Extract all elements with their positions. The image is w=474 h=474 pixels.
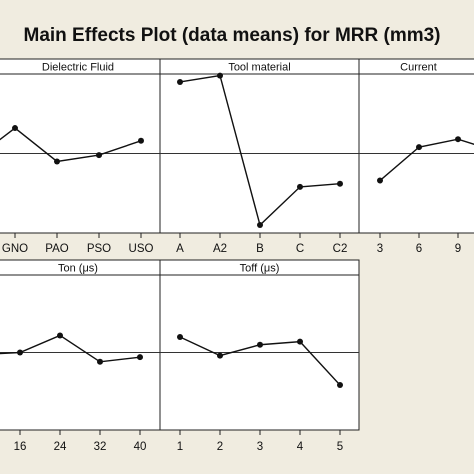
tick-label-toff-s-2: 2 bbox=[217, 441, 223, 453]
data-point-ton-s-24 bbox=[57, 332, 63, 339]
tick-label-toff-s-5: 5 bbox=[337, 441, 343, 453]
data-point-tool-material-a bbox=[177, 78, 183, 85]
data-point-tool-material-c2 bbox=[337, 180, 343, 187]
data-point-toff-s-5 bbox=[337, 382, 343, 389]
tick-label-current-9: 9 bbox=[455, 243, 461, 255]
data-point-current-9 bbox=[455, 136, 461, 143]
chart-title: Main Effects Plot (data means) for MRR (… bbox=[24, 25, 441, 46]
tick-label-tool-material-c2: C2 bbox=[333, 243, 348, 255]
tick-label-toff-s-3: 3 bbox=[257, 441, 263, 453]
tick-label-ton-s-32: 32 bbox=[94, 441, 107, 453]
tick-label-tool-material-c: C bbox=[296, 243, 304, 255]
data-point-tool-material-b bbox=[257, 222, 263, 229]
data-point-tool-material-c bbox=[297, 183, 303, 190]
panel-label-tool-material: Tool material bbox=[228, 62, 290, 74]
data-point-current-6 bbox=[416, 144, 422, 151]
data-point-current-3 bbox=[377, 177, 383, 184]
series-line-current bbox=[379, 138, 474, 182]
tick-label-ton-s-16: 16 bbox=[14, 441, 27, 453]
tick-label-ton-s-24: 24 bbox=[54, 441, 67, 453]
tick-label-tool-material-a: A bbox=[176, 243, 184, 255]
data-point-toff-s-2 bbox=[217, 352, 223, 359]
data-point-dielectric-fluid-uso bbox=[138, 137, 144, 144]
data-point-toff-s-3 bbox=[257, 341, 263, 348]
data-point-tool-material-a2 bbox=[217, 72, 223, 79]
data-point-ton-s-16 bbox=[17, 349, 23, 356]
panel-label-current: Current bbox=[400, 62, 437, 74]
tick-label-dielectric-fluid-pso: PSO bbox=[87, 243, 111, 255]
data-point-ton-s-40 bbox=[137, 354, 143, 361]
panel-label-ton-s: Ton (μs) bbox=[58, 263, 98, 275]
tick-label-current-3: 3 bbox=[377, 243, 383, 255]
tick-label-dielectric-fluid-gno: GNO bbox=[2, 243, 28, 255]
tick-label-dielectric-fluid-uso: USO bbox=[129, 243, 154, 255]
data-point-ton-s-32 bbox=[97, 358, 103, 365]
tick-label-toff-s-4: 4 bbox=[297, 441, 304, 453]
data-point-dielectric-fluid-pao bbox=[54, 158, 60, 165]
data-point-dielectric-fluid-gno bbox=[12, 125, 18, 132]
tick-label-toff-s-1: 1 bbox=[177, 441, 183, 453]
panel-label-toff-s: Toff (μs) bbox=[240, 263, 280, 275]
tick-label-tool-material-a2: A2 bbox=[213, 243, 227, 255]
tick-label-tool-material-b: B bbox=[256, 243, 264, 255]
data-point-toff-s-4 bbox=[297, 338, 303, 345]
panel-label-dielectric-fluid: Dielectric Fluid bbox=[42, 62, 114, 74]
tick-label-ton-s-40: 40 bbox=[134, 441, 147, 453]
tick-label-current-6: 6 bbox=[416, 243, 422, 255]
data-point-dielectric-fluid-pso bbox=[96, 152, 102, 159]
tick-label-dielectric-fluid-pao: PAO bbox=[45, 243, 68, 255]
data-point-toff-s-1 bbox=[177, 334, 183, 340]
